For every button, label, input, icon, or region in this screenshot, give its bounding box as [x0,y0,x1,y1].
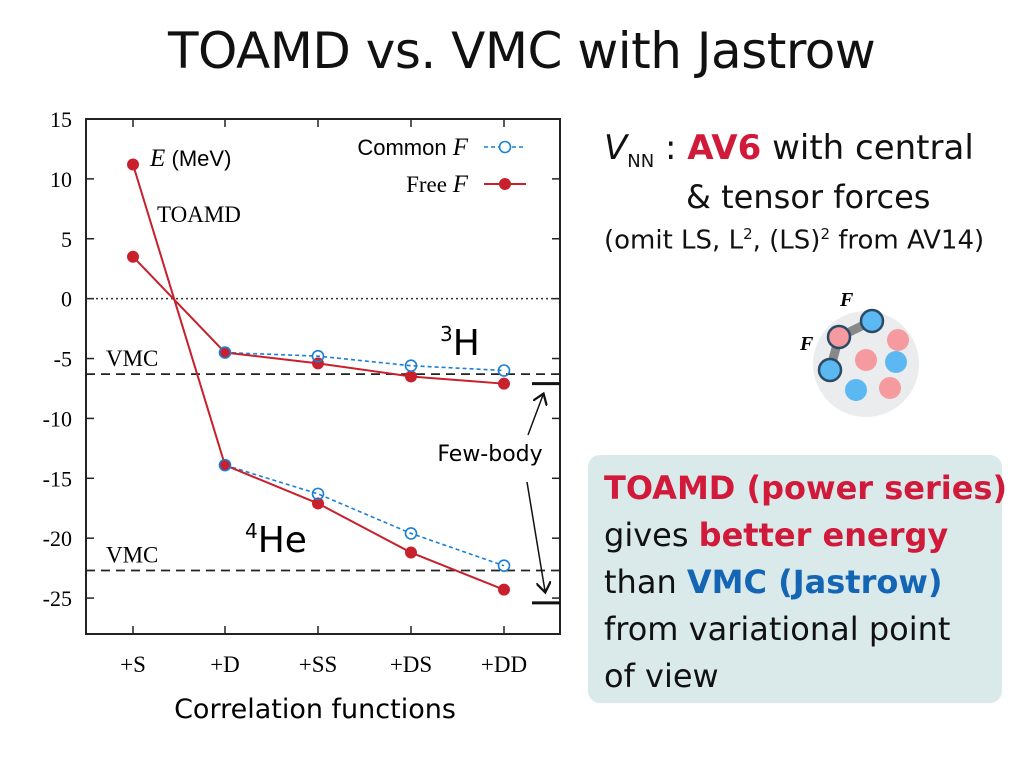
x-tick-label: +S [120,652,146,677]
element-symbol: He [258,520,307,561]
x-tick-label: +DS [390,652,432,677]
vnn-symbol: V [604,128,628,168]
callout-line-2: gives better energy [604,512,986,559]
data-point-3H-common [311,349,325,363]
vnn-colon: : [654,128,688,168]
y-tick-label: -15 [43,466,72,491]
vmc-label: VMC [106,543,158,568]
x-tick-label: +SS [299,652,338,677]
with-central-text: with central [761,128,974,168]
nucleus-molecule-icon: F F [799,290,919,417]
omit-suffix: from AV14) [829,225,985,256]
data-point-3H-common [404,359,418,373]
callout-gives: gives [604,516,699,554]
x-tick-label: +DD [481,652,527,677]
y-axis-title: E (MeV) [149,145,231,172]
data-point-3H-free [405,370,417,383]
correlated-proton-dot [826,324,852,350]
few-body-arrow-down [526,481,545,591]
legend-common-text: Common [357,135,452,160]
correlated-neutron-dot [859,308,885,334]
series-line-3H-common [132,256,505,372]
correlated-neutron-dot [817,357,843,383]
data-point-4He-free [127,158,139,171]
data-point-4He-common [311,487,325,501]
callout-line-5: of view [604,657,719,695]
data-point-4He-common [404,527,418,540]
toamd-label: TOAMD [157,202,241,227]
vmc-label: VMC [106,346,158,371]
data-point-3H-free [127,250,139,263]
tensor-forces-text: & tensor forces [686,178,931,216]
data-point-4He-common [218,458,232,472]
callout-line-1: TOAMD (power series) [604,469,1008,507]
element-symbol: H [453,323,480,364]
callout-line-3: than VMC (Jastrow) [604,559,986,606]
conclusion-callout: TOAMD (power series) gives better energy… [588,455,1008,703]
y-tick-label: -5 [54,347,72,372]
data-point-4He-common [497,559,511,573]
x-axis-title: Correlation functions [174,694,456,725]
data-point-3H-free [498,377,510,390]
mass-number: 4 [245,519,258,543]
y-tick-label: -10 [43,406,72,431]
y-tick-label: -20 [43,526,72,551]
series-line-4He-free [132,164,505,591]
callout-line-4: from variational point [604,610,951,648]
legend-common-label: Common F [357,134,468,161]
legend-common-marker [498,140,512,154]
vnn-heading: VNN : AV6 with central [604,128,974,172]
data-point-3H-common [218,346,232,359]
omit-note: (omit LS, L2, (LS)2 from AV14) [604,225,984,256]
y-tick-label: 15 [50,107,72,132]
callout-than: than [604,563,687,601]
x-tick-label: +D [210,652,240,677]
omit-mid: , (LS) [752,225,821,256]
y-tick-label: 5 [61,227,72,252]
omit-sup-1: 2 [743,225,753,243]
y-tick-label: 10 [50,167,72,192]
data-point-4He-free [498,583,510,596]
data-point-4He-free [405,546,417,559]
mass-number: 3 [440,322,453,346]
omit-sup-2: 2 [820,225,830,243]
nucleus-label-4he: 4He [245,519,307,561]
few-body-arrow-up [527,395,543,436]
energy-chart: 15 10 5 0 -5 -10 -15 -20 -25 +S +D +SS +DS +DD Correla… [43,107,561,725]
proton-dot [887,329,909,351]
data-point-4He-free [312,497,324,510]
slide-title: TOAMD vs. VMC with Jastrow [168,22,876,80]
av6-label: AV6 [687,128,762,168]
few-body-label: Few-body [437,442,542,467]
omit-prefix: (omit LS, L [604,225,744,256]
y-tick-label: 0 [61,287,72,312]
legend-free-marker [499,178,511,190]
y-tick-label: -25 [43,586,72,611]
vnn-subscript: NN [627,150,655,172]
f-label-left: F [799,333,814,355]
nucleus-label-3h: 3H [440,322,480,364]
proton-dot [855,349,877,371]
plot-frame [85,118,561,635]
legend-f-symbol: F [452,171,469,198]
callout-better-energy: better energy [698,516,949,554]
data-point-3H-common [497,364,511,377]
callout-vmc-jastrow: VMC (Jastrow) [686,563,943,601]
legend-free-label: Free F [406,171,469,198]
neutron-dot [845,379,867,401]
neutron-dot [885,351,907,373]
legend-f-symbol: F [452,134,469,161]
proton-dot [879,377,901,399]
energy-symbol: E [149,145,165,172]
energy-unit: (MeV) [172,146,232,171]
legend-free-text: Free [406,172,453,197]
f-label-top: F [839,290,854,311]
